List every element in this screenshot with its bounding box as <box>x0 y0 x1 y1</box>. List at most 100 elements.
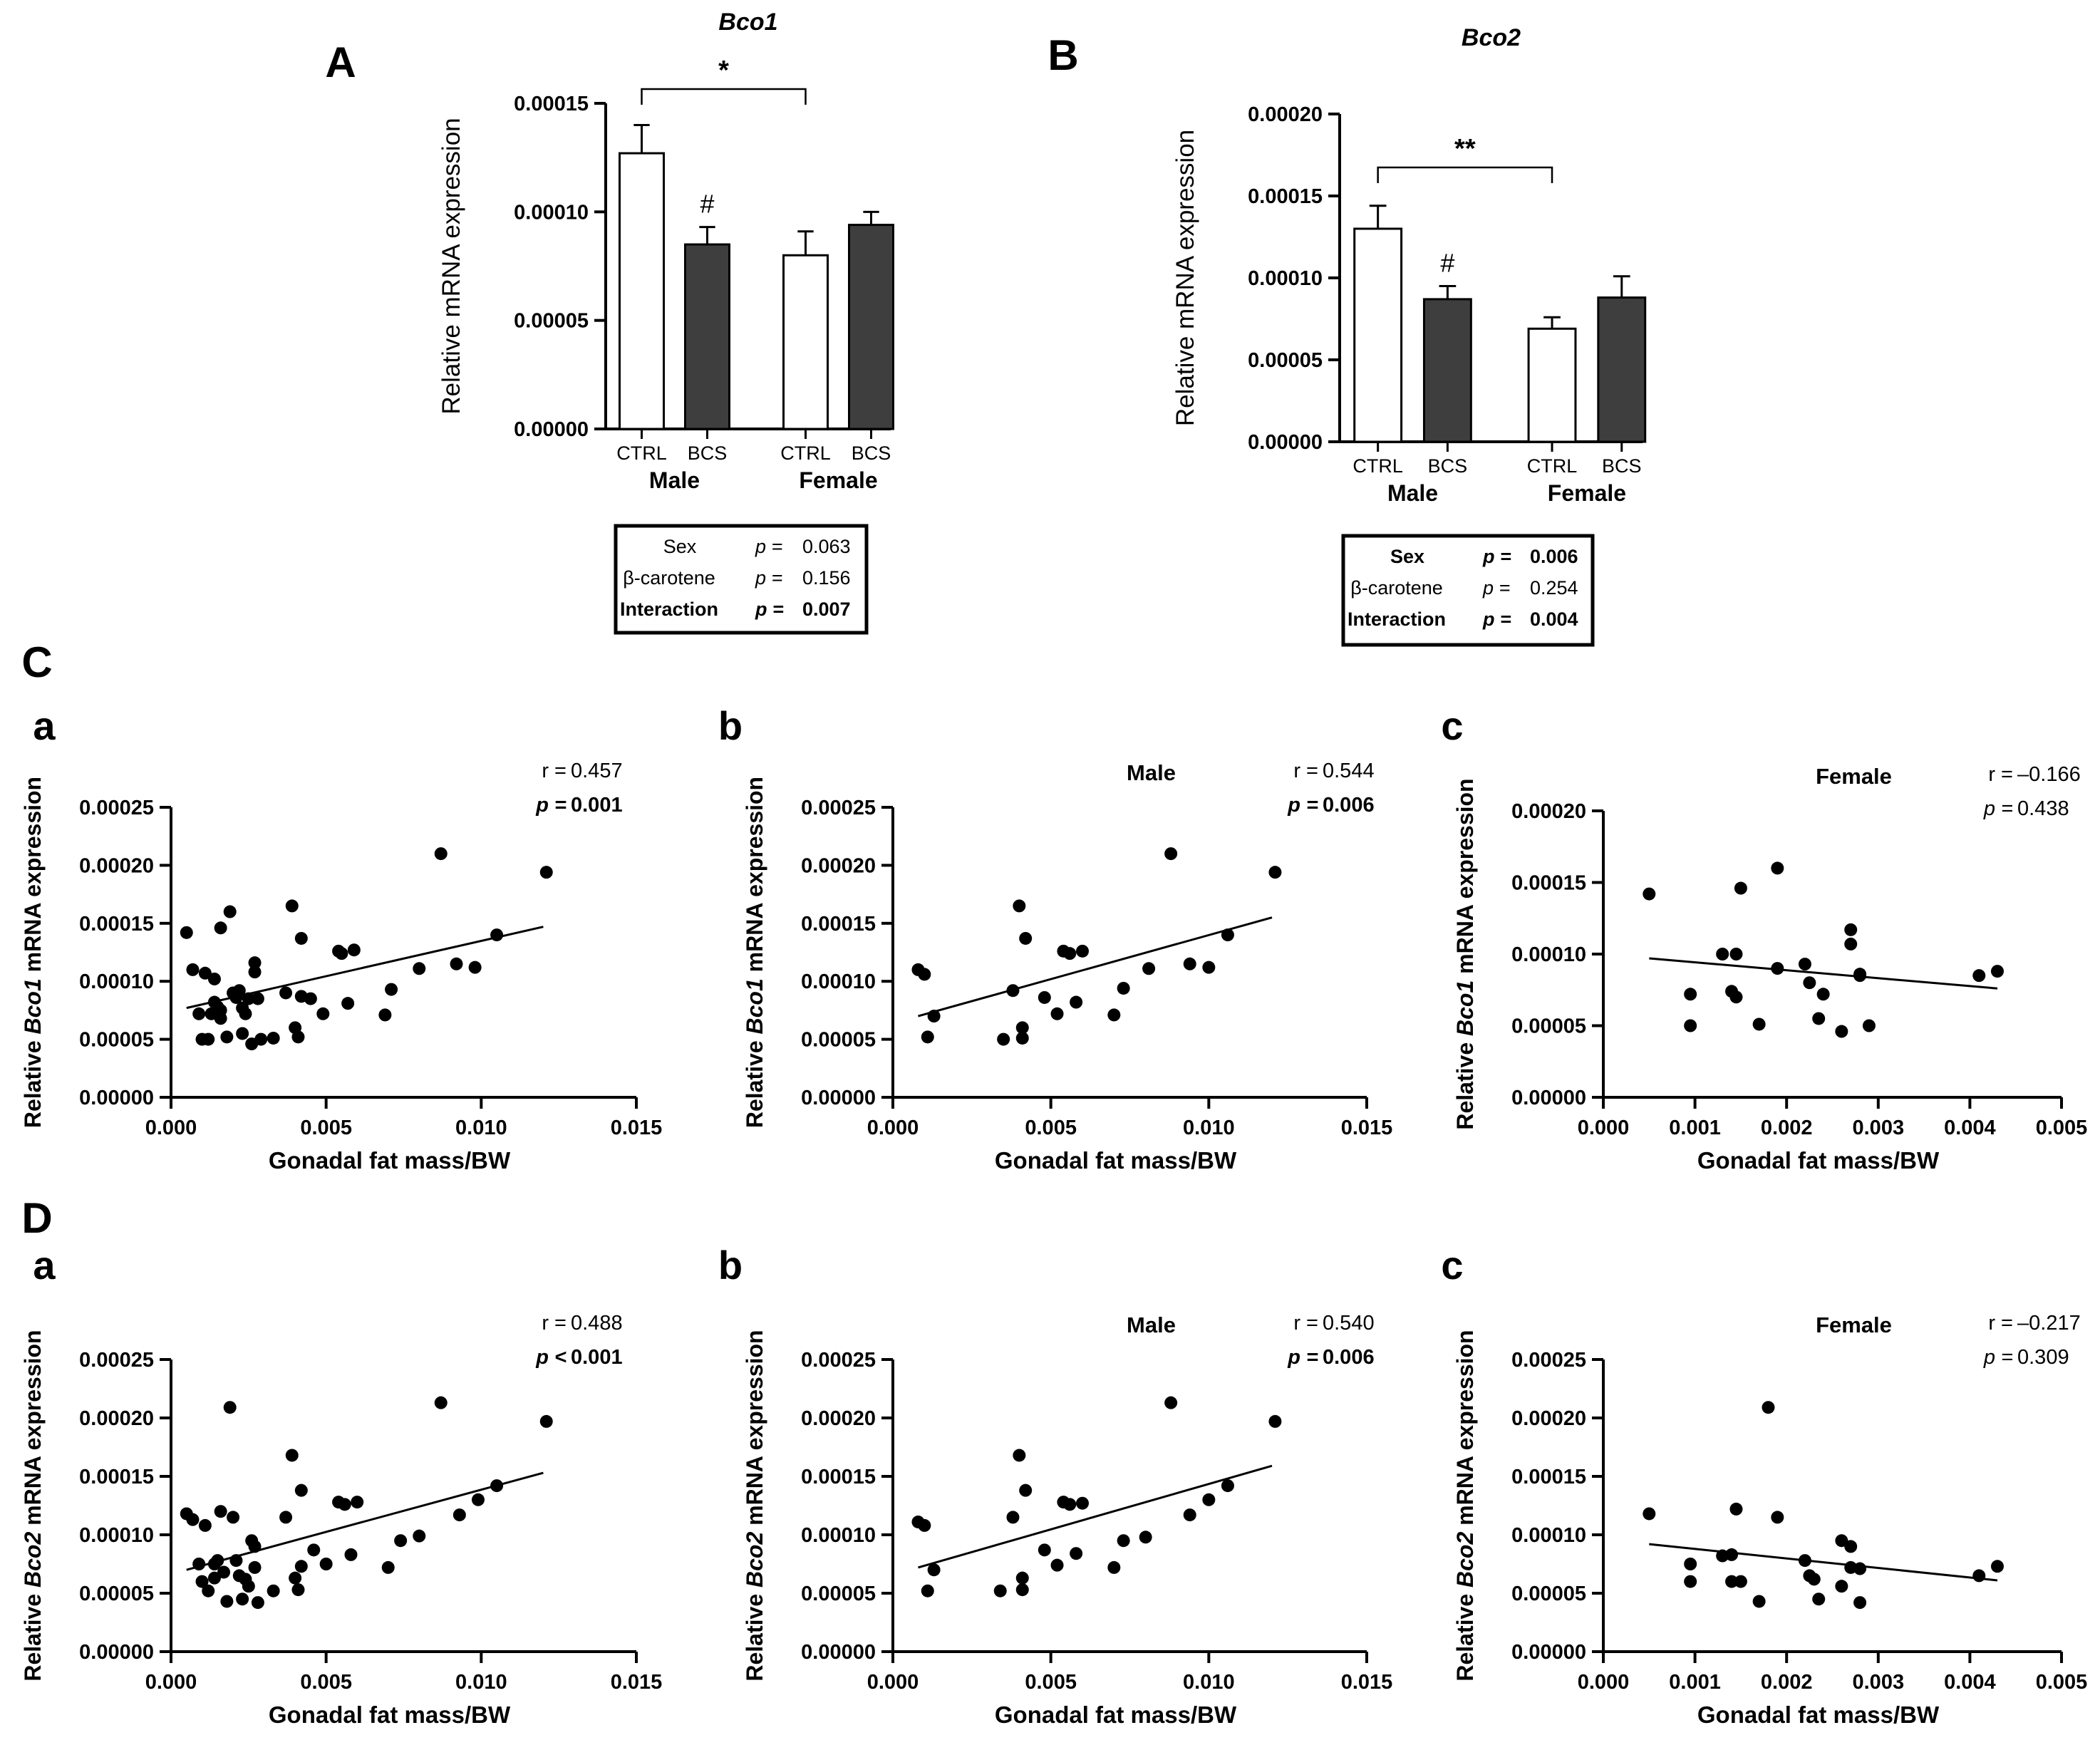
stats-p: p = <box>1482 546 1511 567</box>
data-point <box>198 966 212 980</box>
bar <box>1353 227 1403 443</box>
y-tick-label: 0.00020 <box>79 1407 154 1430</box>
data-point <box>1729 1502 1743 1516</box>
x-tick-label: 0.015 <box>611 1117 663 1139</box>
y-tick-label: 0.00020 <box>1511 800 1586 823</box>
y-axis-label: Relative Bco2 mRNA expression <box>1452 1330 1478 1681</box>
data-point <box>1221 928 1234 942</box>
data-point <box>202 1032 215 1046</box>
data-point <box>1684 1575 1697 1588</box>
data-point <box>1015 1583 1029 1597</box>
y-tick-label: 0.00005 <box>1511 1015 1586 1038</box>
data-point <box>1268 866 1282 879</box>
p-label: p = <box>1983 1346 2013 1369</box>
data-point <box>289 1571 302 1585</box>
data-point <box>1762 1401 1775 1414</box>
data-point <box>248 1560 262 1574</box>
data-point <box>294 931 308 945</box>
data-point <box>214 1505 227 1518</box>
data-point <box>1015 1571 1029 1585</box>
data-point <box>1752 1595 1766 1608</box>
data-point <box>1716 948 1729 960</box>
y-tick-label: 0.00025 <box>801 1349 876 1372</box>
p-value: 0.001 <box>571 794 623 817</box>
r-label: r = <box>542 1312 567 1335</box>
data-point <box>1117 981 1130 995</box>
x-tick-label: 0.005 <box>2036 1117 2088 1139</box>
data-point <box>413 962 426 975</box>
y-axis-label: Relative Bco2 mRNA expression <box>742 1330 767 1681</box>
data-point <box>1752 1017 1766 1031</box>
r-label: r = <box>1988 763 2013 786</box>
data-point <box>291 1030 305 1044</box>
significance-marker: # <box>1440 249 1454 278</box>
y-axis-label: Relative Bco1 mRNA expression <box>742 777 767 1128</box>
r-value: –0.166 <box>2017 763 2081 786</box>
regression-line <box>1649 1543 1998 1582</box>
data-point <box>1844 1540 1858 1553</box>
x-tick-label: 0.000 <box>1578 1117 1630 1139</box>
x-tick-label: 0.015 <box>1341 1671 1393 1694</box>
group-label: Male <box>649 467 700 493</box>
y-tick-label: 0.00010 <box>1248 267 1323 290</box>
data-point <box>248 1540 262 1553</box>
sub-panel-letter: b <box>718 703 743 748</box>
data-point <box>1725 1575 1739 1588</box>
y-axis-label-prefix: Relative <box>1452 1036 1478 1130</box>
data-point <box>1972 1569 1986 1583</box>
bar <box>848 224 894 430</box>
r-value: 0.457 <box>571 760 623 782</box>
data-point <box>1050 1558 1064 1572</box>
chart-title: Bco1 <box>718 9 777 36</box>
y-tick-label: 0.00000 <box>801 1087 876 1109</box>
y-axis-label-gene: Bco2 <box>742 1532 767 1588</box>
data-point <box>1684 1558 1697 1570</box>
data-point <box>1070 1547 1083 1560</box>
x-tick-label: 0.004 <box>1944 1671 1996 1694</box>
data-point <box>1006 984 1020 998</box>
regression-line <box>918 1464 1273 1569</box>
data-point <box>1164 847 1178 861</box>
y-tick-label: 0.00010 <box>514 201 589 224</box>
y-tick-label: 0.00005 <box>801 1583 876 1605</box>
data-point <box>254 1032 268 1046</box>
x-tick-label: 0.005 <box>1025 1117 1077 1139</box>
x-tick-label: 0.002 <box>1761 1671 1813 1694</box>
sub-panel-letter: a <box>33 1243 56 1288</box>
chart-title: Male <box>1127 1312 1176 1337</box>
x-tick-label: 0.005 <box>300 1671 352 1694</box>
data-point <box>1844 923 1858 936</box>
r-label: r = <box>1293 760 1318 782</box>
data-point <box>450 957 463 970</box>
data-point <box>1013 1449 1026 1462</box>
data-point <box>452 1508 466 1522</box>
x-tick-label: 0.010 <box>455 1117 507 1139</box>
y-tick-label: 0.00015 <box>1511 872 1586 895</box>
data-point <box>207 972 221 985</box>
x-tick-label: 0.002 <box>1761 1117 1813 1139</box>
x-tick-label: 0.010 <box>1183 1671 1235 1694</box>
group-label: Female <box>1548 480 1626 506</box>
stats-p: p = <box>755 567 782 589</box>
stats-value: 0.007 <box>802 599 851 620</box>
y-axis-label-suffix: mRNA expression <box>20 777 46 978</box>
data-point <box>1015 1021 1029 1035</box>
stats-box <box>1341 534 1595 647</box>
y-tick-label: 0.00005 <box>801 1029 876 1052</box>
x-axis-label: Gonadal fat mass/BW <box>1697 1147 1940 1174</box>
y-tick-label: 0.00015 <box>514 93 589 115</box>
data-point <box>490 1479 504 1493</box>
r-value: 0.488 <box>571 1312 623 1335</box>
data-point <box>294 1560 308 1573</box>
data-point <box>1063 1498 1077 1511</box>
stats-label: Interaction <box>1348 609 1446 630</box>
data-point <box>1183 957 1196 970</box>
y-tick-label: 0.00010 <box>1511 943 1586 966</box>
data-point <box>1013 899 1026 913</box>
data-point <box>1643 887 1656 901</box>
data-point <box>413 1529 426 1543</box>
data-point <box>180 926 193 939</box>
p-label: p = <box>535 794 567 817</box>
data-point <box>251 992 264 1005</box>
